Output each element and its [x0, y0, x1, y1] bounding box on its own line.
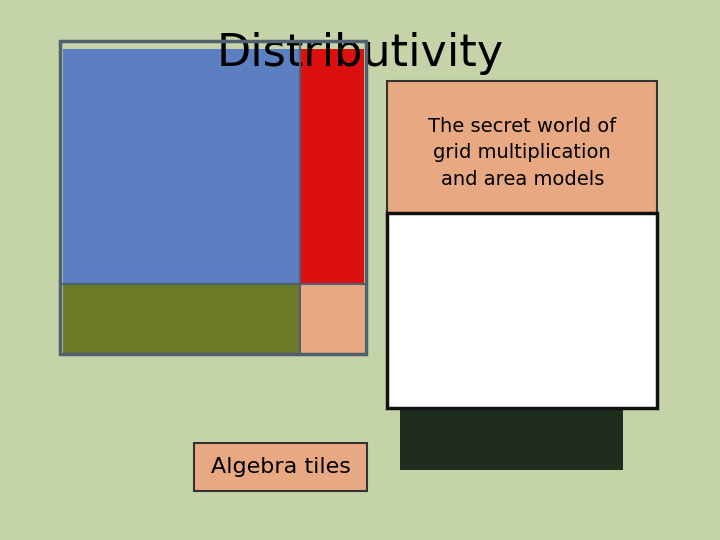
Bar: [387, 81, 657, 224]
Bar: [194, 443, 367, 491]
Bar: [387, 213, 657, 408]
Bar: [400, 340, 623, 470]
Bar: [63, 49, 300, 329]
Bar: [60, 40, 366, 354]
Bar: [400, 340, 623, 370]
Text: Coherence
Concept
Affirmation: Coherence Concept Affirmation: [438, 253, 607, 368]
Bar: [301, 284, 364, 354]
Text: The secret world of
grid multiplication
and area models: The secret world of grid multiplication …: [428, 117, 616, 188]
Bar: [63, 284, 300, 354]
Text: Distributivity: Distributivity: [217, 32, 503, 76]
Text: Algebra tiles: Algebra tiles: [211, 457, 351, 477]
Bar: [301, 49, 364, 329]
